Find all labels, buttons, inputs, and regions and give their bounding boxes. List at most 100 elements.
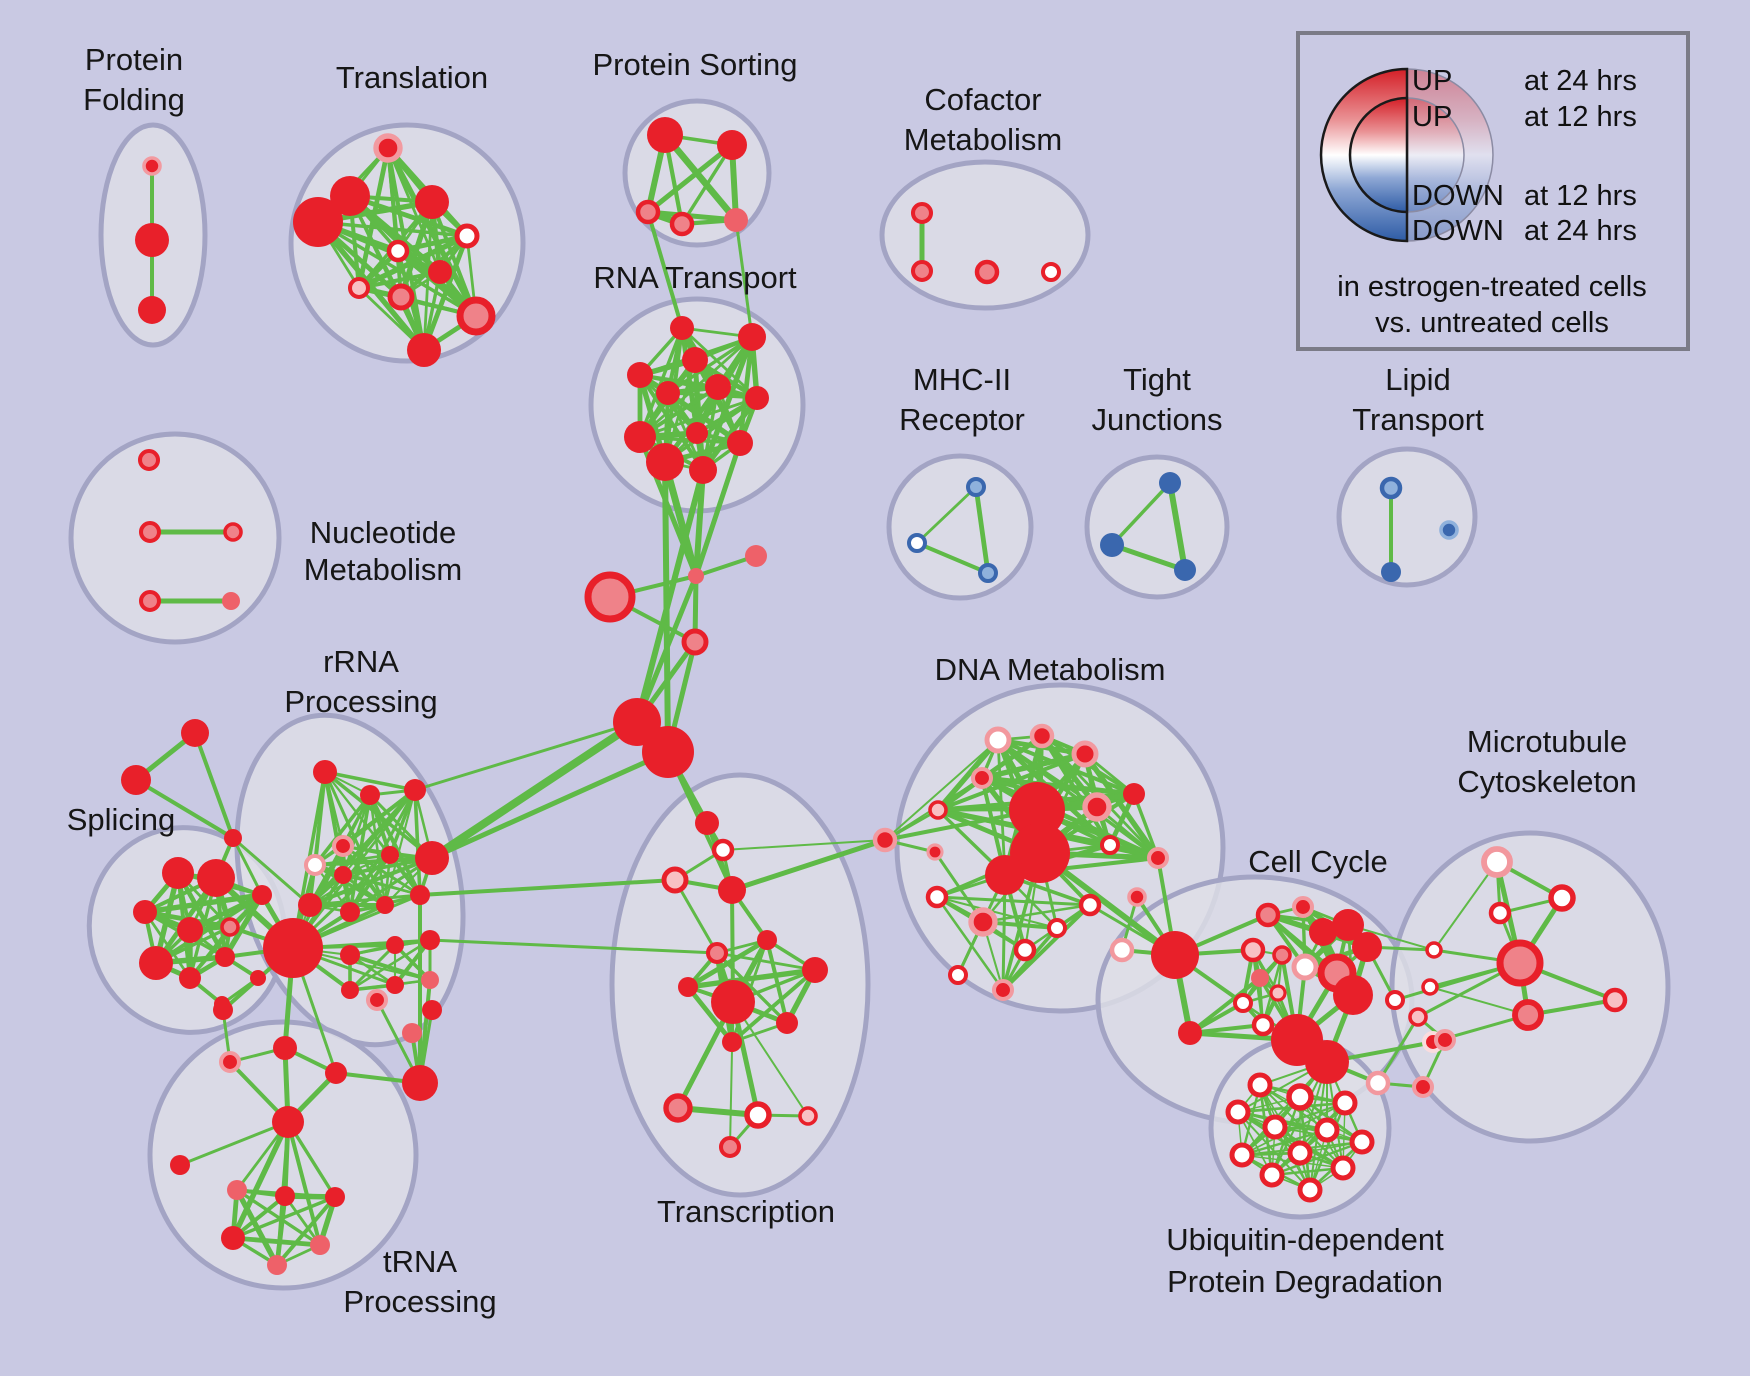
edge — [1237, 1111, 1363, 1143]
cluster-label-mh: Receptor — [899, 402, 1025, 437]
node-ub3 — [1332, 1090, 1358, 1116]
node-cm3 — [974, 259, 1000, 285]
node-sp9 — [252, 885, 272, 905]
edge — [981, 903, 1092, 924]
legend-box — [1296, 31, 1690, 351]
edge — [1082, 751, 1161, 861]
edge — [729, 1001, 734, 1148]
node-pf3 — [138, 296, 166, 324]
node-rrH — [263, 918, 323, 978]
cluster-label-lt: Lipid — [1385, 362, 1451, 397]
node-cc8 — [1291, 953, 1319, 981]
node-ps3 — [635, 199, 661, 225]
node-lt1 — [1379, 476, 1403, 500]
node-dm8 — [926, 843, 944, 861]
node-tc14 — [798, 1106, 818, 1126]
edge — [979, 751, 1088, 781]
node-dm1 — [984, 726, 1012, 754]
node-dm21 — [1013, 938, 1037, 962]
node-tl10 — [456, 296, 496, 336]
node-rr24 — [402, 1023, 422, 1043]
node-ta2 — [227, 1180, 247, 1200]
node-mh1 — [966, 477, 986, 497]
node-mt1 — [1481, 846, 1513, 878]
legend-time-label: at 24 hrs — [1524, 65, 1637, 97]
node-rr6 — [334, 866, 352, 884]
edge — [734, 218, 754, 339]
node-mt8 — [1602, 987, 1628, 1013]
node-mt2 — [1548, 884, 1576, 912]
node-cc12 — [1269, 984, 1287, 1002]
cluster-ellipse-mh — [886, 453, 1034, 601]
node-dm2 — [1029, 723, 1055, 749]
node-lt2 — [1381, 562, 1401, 582]
nodes — [121, 117, 1628, 1275]
edge — [673, 878, 719, 955]
node-tl6 — [386, 239, 410, 263]
node-ub6 — [1314, 1117, 1340, 1143]
edge — [231, 836, 264, 897]
edge — [634, 467, 706, 725]
edge — [973, 484, 991, 576]
node-cc3 — [1309, 918, 1337, 946]
node-rr11 — [376, 896, 394, 914]
legend-time-label: at 24 hrs — [1524, 215, 1637, 247]
edge — [645, 209, 739, 223]
edge — [1188, 976, 1262, 1035]
node-h4 — [681, 628, 709, 656]
edge — [661, 458, 700, 580]
edge — [1188, 1023, 1265, 1035]
node-dm10 — [1146, 846, 1170, 870]
node-rr5 — [303, 853, 327, 877]
edge — [347, 193, 470, 239]
edge — [715, 951, 789, 1025]
cluster-label-rt: RNA Transport — [593, 260, 797, 295]
node-nm3 — [223, 522, 243, 542]
node-rr1 — [313, 760, 337, 784]
edge — [143, 910, 192, 980]
edge — [274, 1193, 288, 1268]
node-rr13 — [340, 945, 360, 965]
edge — [693, 440, 743, 579]
cluster-label-rr: Processing — [284, 684, 437, 719]
node-cc11 — [1251, 969, 1269, 987]
node-dm15 — [968, 907, 998, 937]
node-cc14 — [1251, 1013, 1275, 1037]
edge — [1240, 1128, 1329, 1157]
node-tc10 — [776, 1012, 798, 1034]
edge — [308, 893, 422, 907]
cluster-label-tl: Translation — [336, 60, 488, 95]
node-tc5 — [757, 930, 777, 950]
edge — [1167, 480, 1188, 573]
cluster-label-mt: Cytoskeleton — [1457, 764, 1636, 799]
legend-direction-label: UP — [1412, 101, 1452, 133]
node-dm22 — [948, 965, 968, 985]
node-cc1 — [1255, 902, 1281, 928]
edge — [429, 749, 671, 861]
node-rr20 — [218, 1050, 242, 1074]
node-sp3 — [133, 900, 157, 924]
node-ub11 — [1330, 1155, 1356, 1181]
node-tj2 — [1100, 533, 1124, 557]
edge — [732, 1001, 809, 1117]
node-tc15 — [718, 1135, 742, 1159]
cluster-ellipse-lt — [1336, 446, 1478, 588]
edge — [1270, 1095, 1302, 1177]
node-rt8 — [686, 422, 708, 444]
node-tl1 — [373, 133, 403, 163]
node-cc10 — [1333, 975, 1373, 1015]
node-tg3 — [224, 829, 242, 847]
edge — [231, 836, 312, 907]
node-dm20 — [1151, 931, 1199, 979]
node-cc7 — [1272, 945, 1292, 965]
node-nm2 — [138, 520, 162, 544]
edge — [313, 793, 372, 867]
node-tc12 — [663, 1093, 693, 1123]
node-dm17 — [1078, 893, 1102, 917]
node-tc2 — [711, 838, 735, 862]
node-tj3 — [1174, 559, 1196, 581]
node-mt7 — [1512, 999, 1544, 1031]
cluster-label-nm: Metabolism — [304, 552, 463, 587]
